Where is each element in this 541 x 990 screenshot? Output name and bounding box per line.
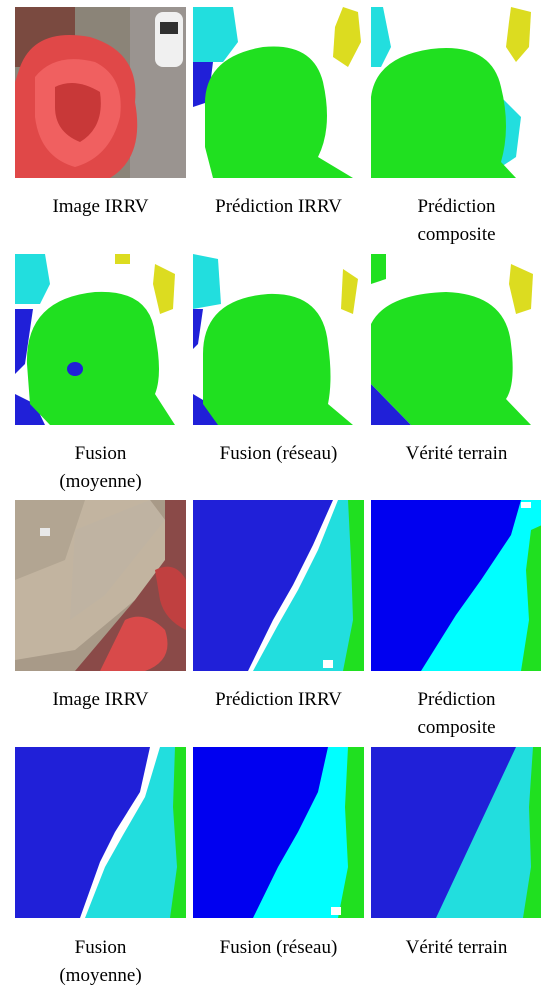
- irrv-aerial-photo: [15, 7, 186, 178]
- caption-line: Prédiction IRRV: [215, 689, 342, 710]
- caption-line: composite: [417, 224, 496, 245]
- ground-truth-map: [371, 254, 541, 425]
- caption: Prédiction IRRV: [193, 686, 364, 714]
- irrv-prediction-tile: [193, 7, 364, 178]
- caption: Image IRRV: [15, 193, 186, 221]
- fusion-mean-map: [15, 254, 186, 425]
- ground-truth-tile: [371, 254, 541, 425]
- caption-line: Fusion: [74, 443, 127, 464]
- composite-prediction-map: [371, 500, 541, 671]
- caption: Fusion (réseau): [193, 934, 364, 962]
- caption-line: composite: [417, 717, 496, 738]
- irrv-prediction-map: [193, 500, 364, 671]
- caption-line: Vérité terrain: [405, 937, 508, 958]
- fusion-mean-tile: [15, 254, 186, 425]
- caption-line: Fusion (réseau): [219, 937, 338, 958]
- caption: Fusion (moyenne): [15, 934, 186, 990]
- caption-line: Vérité terrain: [405, 443, 508, 464]
- caption: Fusion (réseau): [193, 440, 364, 468]
- caption-line: Prédiction IRRV: [215, 196, 342, 217]
- composite-prediction-tile: [371, 500, 541, 671]
- fusion-network-map: [193, 747, 364, 918]
- caption-line: Prédiction: [417, 196, 496, 217]
- irrv-prediction-tile: [193, 500, 364, 671]
- fusion-network-map: [193, 254, 364, 425]
- irrv-image-tile: [15, 500, 186, 671]
- ground-truth-tile: [371, 747, 541, 918]
- fusion-network-tile: [193, 747, 364, 918]
- ground-truth-map: [371, 747, 541, 918]
- caption: Fusion (moyenne): [15, 440, 186, 496]
- caption: Vérité terrain: [371, 934, 541, 962]
- caption-line: Fusion (réseau): [219, 443, 338, 464]
- caption-line: Prédiction: [417, 689, 496, 710]
- irrv-aerial-photo: [15, 500, 186, 671]
- caption-line: Fusion: [74, 937, 127, 958]
- caption-line: (moyenne): [59, 471, 142, 492]
- caption-line: Image IRRV: [52, 196, 149, 217]
- caption: Prédiction composite: [371, 686, 541, 742]
- fusion-mean-tile: [15, 747, 186, 918]
- composite-prediction-map: [371, 7, 541, 178]
- irrv-image-tile: [15, 7, 186, 178]
- caption: Prédiction composite: [371, 193, 541, 249]
- caption: Image IRRV: [15, 686, 186, 714]
- composite-prediction-tile: [371, 7, 541, 178]
- caption: Prédiction IRRV: [193, 193, 364, 221]
- irrv-prediction-map: [193, 7, 364, 178]
- fusion-mean-map: [15, 747, 186, 918]
- caption-line: Image IRRV: [52, 689, 149, 710]
- fusion-network-tile: [193, 254, 364, 425]
- caption-line: (moyenne): [59, 965, 142, 986]
- caption: Vérité terrain: [371, 440, 541, 468]
